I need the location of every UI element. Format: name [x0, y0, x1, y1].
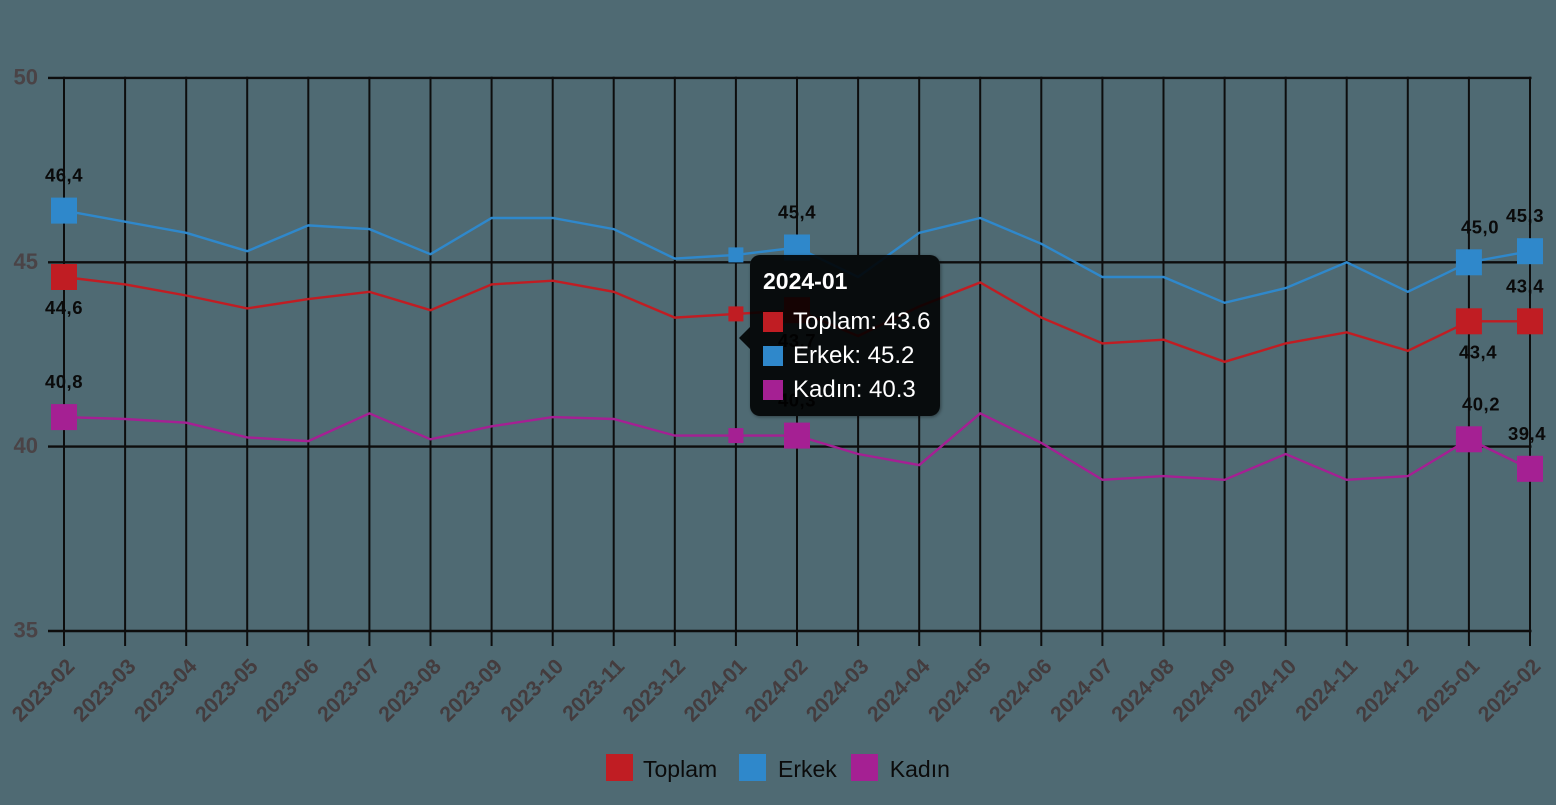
svg-text:2024-12: 2024-12: [1351, 654, 1423, 726]
svg-text:2023-02: 2023-02: [7, 654, 79, 726]
svg-text:44,6: 44,6: [45, 297, 83, 318]
svg-text:45,4: 45,4: [778, 202, 816, 223]
svg-text:39,4: 39,4: [1508, 423, 1546, 444]
svg-text:45,3: 45,3: [1506, 205, 1544, 226]
svg-text:2025-02: 2025-02: [1473, 654, 1545, 726]
svg-text:2025-01: 2025-01: [1412, 654, 1484, 726]
svg-text:2024-01: 2024-01: [679, 654, 751, 726]
svg-text:2024-04: 2024-04: [862, 654, 934, 726]
svg-text:40,8: 40,8: [45, 371, 83, 392]
svg-text:50: 50: [14, 64, 38, 89]
svg-text:35: 35: [14, 618, 38, 643]
svg-text:2023-05: 2023-05: [190, 654, 262, 726]
svg-text:40: 40: [14, 433, 38, 458]
svg-text:2024-09: 2024-09: [1168, 654, 1240, 726]
svg-text:2024-02: 2024-02: [740, 654, 812, 726]
svg-text:2023-10: 2023-10: [496, 654, 568, 726]
svg-text:43,4: 43,4: [1506, 275, 1544, 296]
svg-text:2023-12: 2023-12: [618, 654, 690, 726]
svg-text:45: 45: [14, 249, 38, 274]
svg-text:2024-05: 2024-05: [923, 654, 995, 726]
svg-text:2024-06: 2024-06: [984, 654, 1056, 726]
svg-text:2024-11: 2024-11: [1291, 654, 1363, 726]
svg-text:2024-03: 2024-03: [801, 654, 873, 726]
svg-text:2024-08: 2024-08: [1107, 654, 1179, 726]
svg-text:43,4: 43,4: [1459, 341, 1497, 362]
svg-text:2023-04: 2023-04: [129, 654, 201, 726]
svg-text:2023-08: 2023-08: [374, 654, 446, 726]
svg-text:2023-07: 2023-07: [313, 654, 385, 726]
svg-text:2023-09: 2023-09: [435, 654, 507, 726]
svg-text:46,4: 46,4: [45, 165, 83, 186]
svg-text:2024-10: 2024-10: [1229, 654, 1301, 726]
svg-text:2023-03: 2023-03: [68, 654, 140, 726]
svg-text:40,2: 40,2: [1462, 393, 1500, 414]
svg-text:2023-11: 2023-11: [558, 654, 630, 726]
svg-text:2023-06: 2023-06: [251, 654, 323, 726]
svg-text:2024-07: 2024-07: [1046, 654, 1118, 726]
svg-text:45,0: 45,0: [1461, 216, 1499, 237]
